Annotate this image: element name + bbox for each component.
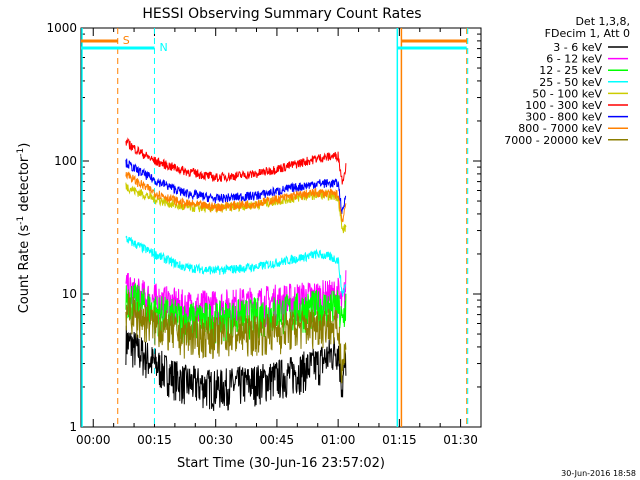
legend-entry-label: 3 - 6 keV (553, 41, 602, 54)
legend-entry-label: 25 - 50 keV (539, 76, 602, 89)
series-line (125, 171, 347, 223)
saa-label: S (123, 34, 130, 47)
y-tick-label: 1000 (46, 21, 77, 35)
x-tick-label: 00:00 (76, 433, 111, 447)
legend-entry-label: 800 - 7000 keV (518, 122, 602, 135)
series-line (125, 282, 347, 344)
series-line (125, 270, 347, 332)
footer-date-stamp: 30-Jun-2016 18:58 (561, 469, 636, 478)
series-line (125, 158, 347, 215)
x-tick-label: 01:30 (443, 433, 478, 447)
legend-entry-label: 300 - 800 keV (525, 111, 602, 124)
y-axis-label: Count Rate (s-1 detector-1) (16, 143, 32, 314)
series-line (125, 292, 347, 384)
x-tick-label: 00:30 (198, 433, 233, 447)
legend-entry-label: 50 - 100 keV (532, 87, 602, 100)
legend-header: Det 1,3,8, (575, 15, 630, 28)
y-tick-label: 100 (54, 154, 77, 168)
night-label: N (159, 41, 167, 54)
legend-entry-label: 6 - 12 keV (546, 53, 602, 66)
x-tick-label: 00:45 (260, 433, 295, 447)
plot-frame (80, 27, 482, 428)
series-line (125, 325, 347, 411)
y-tick-label: 1 (69, 420, 77, 434)
x-axis: 00:00 00:15 00:30 00:45 01:00 01:15 01:30 (76, 28, 482, 447)
legend-entry-label: 12 - 25 keV (539, 64, 602, 77)
legend-header: FDecim 1, Att 0 (545, 27, 630, 40)
x-tick-label: 01:15 (382, 433, 417, 447)
legend-entry-label: 100 - 300 keV (525, 99, 602, 112)
legend-entry-label: 7000 - 20000 keV (504, 134, 602, 147)
y-tick-label: 10 (62, 287, 77, 301)
x-tick-label: 00:15 (137, 433, 172, 447)
series-line (125, 235, 347, 297)
series-line (125, 137, 347, 185)
series-group (125, 137, 347, 411)
x-tick-label: 01:00 (321, 433, 356, 447)
chart-title: HESSI Observing Summary Count Rates (142, 6, 421, 22)
x-axis-label: Start Time (30-Jun-16 23:57:02) (177, 456, 385, 471)
